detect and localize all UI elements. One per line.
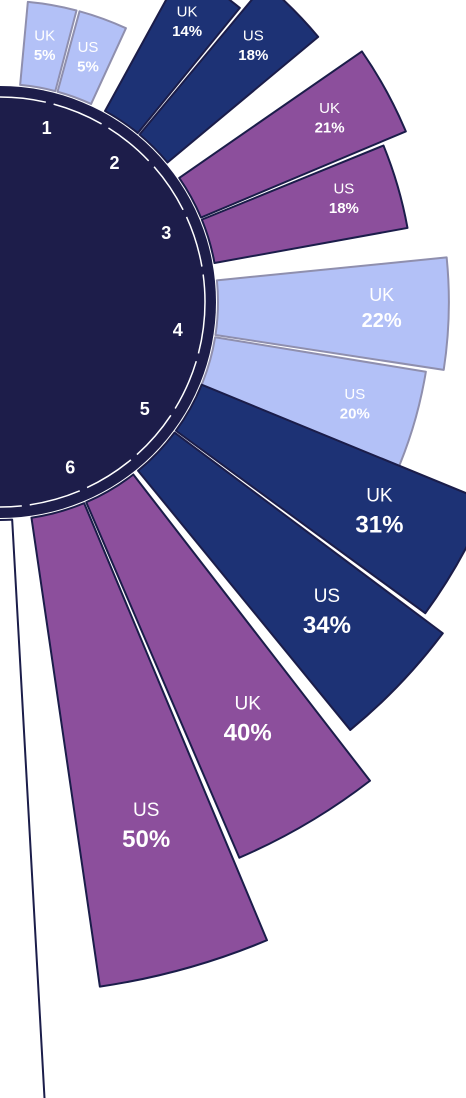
bar-us-6 — [30, 502, 268, 988]
bar-us-2 — [138, 0, 320, 164]
data-label-us-3: 18% — [329, 200, 359, 217]
bar-us-3 — [200, 144, 409, 265]
bar-us-1 — [56, 10, 127, 105]
series-label-uk-2: UK — [177, 3, 198, 20]
series-label-uk-3: UK — [319, 100, 340, 117]
data-label-uk-4: 22% — [362, 310, 402, 332]
category-label-4: 4 — [173, 320, 183, 340]
bar-uk-5 — [174, 383, 466, 615]
data-label-uk-6: 40% — [224, 720, 272, 747]
series-label-us-3: US — [333, 181, 354, 198]
category-label-3: 3 — [161, 223, 171, 243]
series-label-us-2: US — [243, 28, 264, 45]
bar-uk-2 — [104, 0, 241, 135]
bar-uk-3 — [178, 50, 407, 219]
data-label-us-1: 5% — [77, 58, 99, 75]
data-label-us-4: 20% — [340, 405, 370, 422]
series-label-us-1: US — [78, 39, 99, 56]
category-label-6: 6 — [65, 458, 75, 478]
bar-uk-4 — [214, 256, 450, 371]
center-hub — [0, 86, 216, 518]
data-label-uk-5: 31% — [355, 512, 403, 539]
data-label-us-6: 50% — [122, 826, 170, 853]
data-label-uk-3: 21% — [315, 119, 345, 136]
series-label-uk-1: UK — [34, 27, 55, 44]
data-label-us-5: 34% — [303, 612, 351, 639]
series-label-us-5: US — [314, 586, 340, 607]
series-label-us-6: US — [133, 800, 159, 821]
bar-us-5 — [137, 431, 444, 731]
category-label-5: 5 — [140, 399, 150, 419]
series-label-uk-5: UK — [366, 485, 393, 506]
series-label-uk-4: UK — [369, 285, 394, 305]
bar-uk-6 — [85, 473, 372, 859]
category-label-1: 1 — [42, 118, 52, 138]
bar-uk-7 — [0, 518, 46, 1098]
data-label-us-2: 18% — [238, 47, 268, 64]
hub-ring — [0, 96, 206, 508]
data-label-uk-2: 14% — [172, 23, 202, 40]
category-label-2: 2 — [109, 153, 119, 173]
series-label-us-4: US — [344, 386, 365, 403]
data-label-uk-1: 5% — [34, 47, 56, 64]
bar-uk-1 — [19, 0, 78, 93]
series-label-uk-6: UK — [234, 693, 261, 714]
